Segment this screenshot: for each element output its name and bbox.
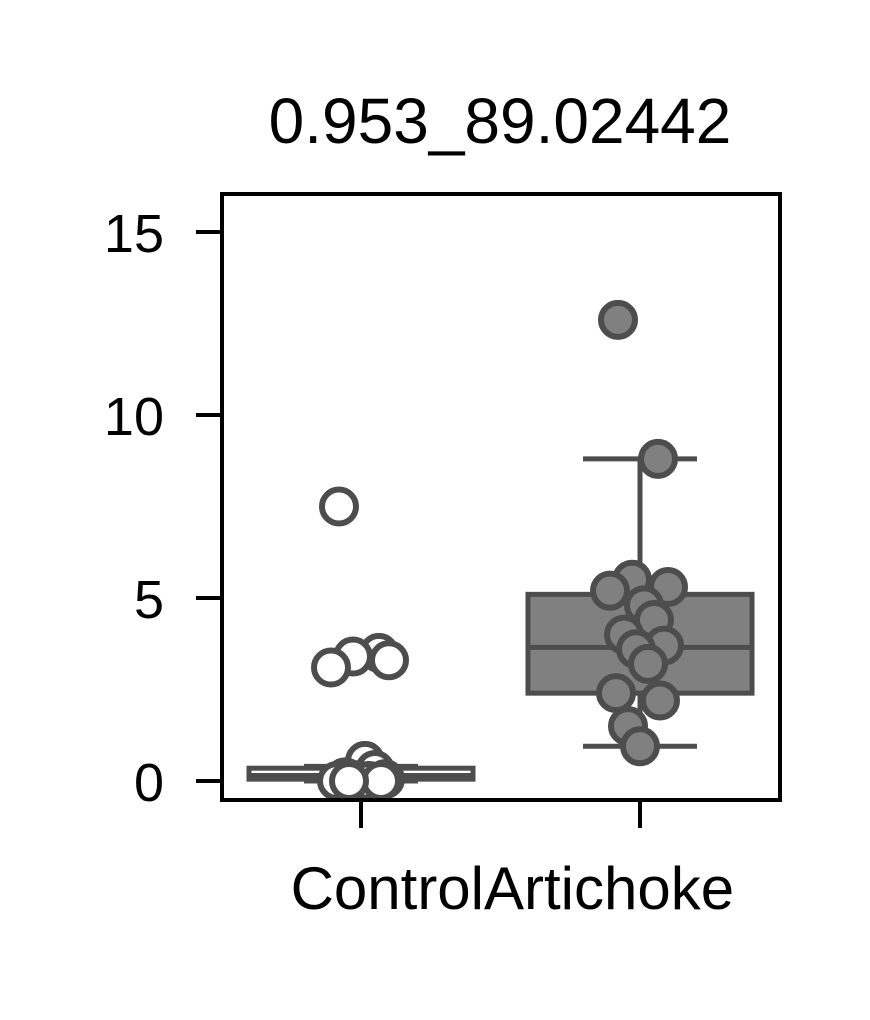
control-point [361, 761, 401, 801]
artichoke-point [598, 299, 638, 340]
artichoke-point [596, 673, 636, 714]
control-point [329, 761, 369, 801]
artichoke-point [590, 570, 630, 611]
plot-frame [220, 192, 782, 802]
x-tick-label: Control [291, 855, 484, 922]
plot-marks [246, 299, 755, 801]
chart-title: 0.953_89.02442 [269, 85, 732, 157]
control-point [369, 640, 409, 681]
artichoke-point [620, 726, 660, 767]
y-tick-label: 0 [134, 753, 164, 813]
artichoke-point [628, 643, 668, 684]
y-tick-label: 5 [134, 570, 164, 630]
control-point [311, 647, 351, 688]
axes: 0 5 10 15 Control Artichoke [104, 192, 782, 922]
control-point [319, 486, 359, 527]
y-tick-label: 10 [104, 387, 164, 447]
y-tick-label: 15 [104, 204, 164, 264]
artichoke-point [638, 438, 678, 479]
artichoke-point [640, 680, 680, 721]
x-tick-label: Artichoke [484, 855, 734, 922]
